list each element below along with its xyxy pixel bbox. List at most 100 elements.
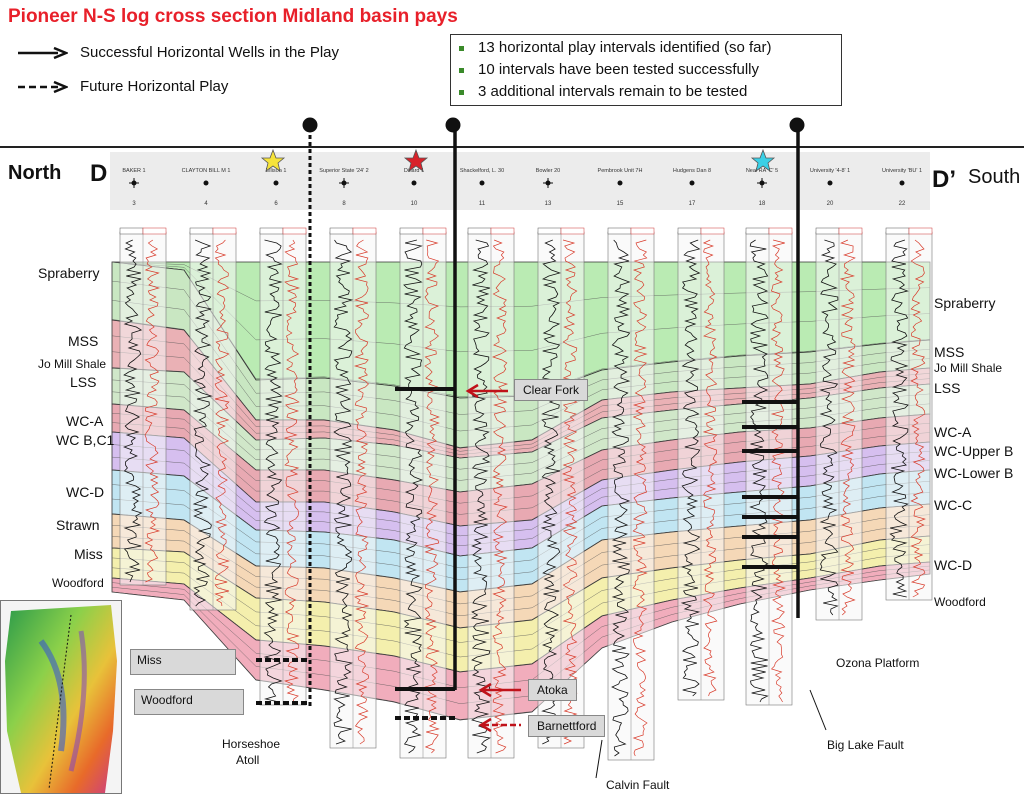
well-header: Superior State '24' 2 8	[319, 168, 369, 207]
left-formation-label: MSS	[68, 333, 99, 349]
resistivity-curve	[144, 239, 161, 583]
log-header	[142, 227, 167, 235]
well-header: Bowler 20 13	[536, 168, 560, 207]
well-log-column	[677, 227, 725, 701]
well-symbol-icon	[827, 180, 833, 186]
summary-box: 13 horizontal play intervals identified …	[450, 34, 842, 106]
well-cross-icon	[757, 178, 767, 188]
left-formation-label: WC-A	[66, 413, 104, 429]
correlation-line	[111, 280, 931, 415]
log-header	[815, 227, 840, 235]
log-header	[885, 227, 910, 235]
well-name: University '4-8' 1	[810, 168, 850, 174]
right-formation-label: MSS	[934, 344, 965, 360]
resistivity-curve	[353, 239, 370, 745]
log-header	[607, 227, 632, 235]
well-symbol-icon	[203, 180, 209, 186]
log-header	[700, 227, 725, 235]
left-formation-label: WC-D	[66, 484, 105, 500]
well-name: Hudgens Dan 8	[673, 168, 711, 174]
left-formation-label: Miss	[74, 546, 103, 562]
well-symbol-icon	[689, 180, 695, 186]
log-header	[119, 227, 144, 235]
well-header: CLAYTON BILL M 1 4	[182, 168, 231, 207]
correlation-line	[111, 403, 931, 492]
correlation-line	[111, 261, 931, 308]
correlation-line	[111, 535, 931, 628]
inset-map-image	[1, 601, 121, 793]
well-number: 4	[204, 201, 208, 207]
well-header: University '4-8' 1 20	[810, 168, 850, 207]
well-name: BAKER 1	[122, 168, 145, 174]
well-log-column	[329, 227, 377, 749]
right-laterals	[742, 400, 798, 569]
gamma-curve	[403, 239, 424, 754]
well-log-column	[119, 227, 167, 586]
resistivity-curve	[424, 239, 440, 754]
well-number: 3	[132, 201, 136, 207]
resistivity-curve	[283, 239, 301, 703]
correlation-line	[111, 413, 931, 504]
right-formation-label: WC-D	[934, 557, 973, 573]
resistivity-curve	[561, 239, 578, 745]
fault-leaders	[595, 689, 827, 779]
well-header: Neal RA 'C' 5 18	[746, 168, 778, 207]
well-header: Dillard 1 10	[404, 168, 424, 207]
well-cross-icon	[339, 178, 349, 188]
well-log-column	[815, 227, 863, 621]
gamma-curve	[611, 239, 631, 757]
well-symbol-icon	[273, 180, 279, 186]
gamma-curve	[540, 239, 562, 745]
gamma-curve	[680, 239, 701, 697]
right-formation-label: LSS	[934, 380, 961, 396]
well-number: 6	[274, 201, 278, 207]
correlation-line	[111, 503, 931, 592]
ozona-platform-label: Ozona Platform	[836, 656, 920, 670]
red-star-icon	[403, 148, 429, 172]
well-symbol-icon	[479, 180, 485, 186]
right-formation-label: WC-C	[934, 497, 973, 513]
page-title: Pioneer N-S log cross section Midland ba…	[8, 6, 458, 27]
log-header	[329, 227, 354, 235]
well-name: Neal RA 'C' 5	[746, 168, 778, 174]
horizontal-wells	[256, 117, 805, 720]
correlation-line	[111, 524, 931, 617]
calvin-fault-leader	[595, 739, 603, 779]
resistivity-curve	[770, 239, 786, 703]
atoll-label: Atoll	[236, 753, 260, 767]
log-header	[838, 227, 863, 235]
formation-bands	[111, 261, 931, 721]
correlation-line	[111, 492, 931, 581]
gamma-curve	[470, 239, 491, 754]
gamma-curve	[192, 239, 213, 607]
legend-solid: Successful Horizontal Wells in the Play	[18, 44, 339, 61]
well-logs	[119, 227, 933, 761]
well-number: 13	[545, 201, 552, 207]
well-number: 11	[479, 201, 486, 207]
legend-dashed-label: Future Horizontal Play	[80, 78, 229, 95]
right-formation-label: WC-A	[934, 424, 972, 440]
resistivity-curve	[632, 239, 648, 757]
correlation-line	[111, 335, 931, 452]
log-header	[467, 227, 492, 235]
south-label: South	[968, 166, 1021, 188]
well-log-column	[537, 227, 585, 749]
correlation-line	[111, 300, 931, 432]
right-formation-label: WC-Upper B	[934, 443, 1014, 459]
right-formation-label: Spraberry	[934, 295, 996, 311]
calvin-fault-label: Calvin Fault	[606, 778, 670, 792]
gamma-curve	[123, 239, 143, 583]
gamma-curve	[889, 239, 909, 598]
correlation-line	[111, 544, 931, 643]
well-log-column	[607, 227, 655, 761]
correlation-line	[111, 431, 931, 526]
callout-woodford: Woodford	[134, 689, 244, 715]
well-header: Hudgens Dan 8 17	[673, 168, 711, 207]
inset-map	[0, 600, 122, 794]
arrowhead-icon	[478, 682, 492, 698]
correlation-line	[111, 561, 931, 672]
yellow-star-icon	[260, 148, 286, 172]
wellhead-marker	[445, 117, 461, 133]
correlation-line	[111, 261, 931, 353]
